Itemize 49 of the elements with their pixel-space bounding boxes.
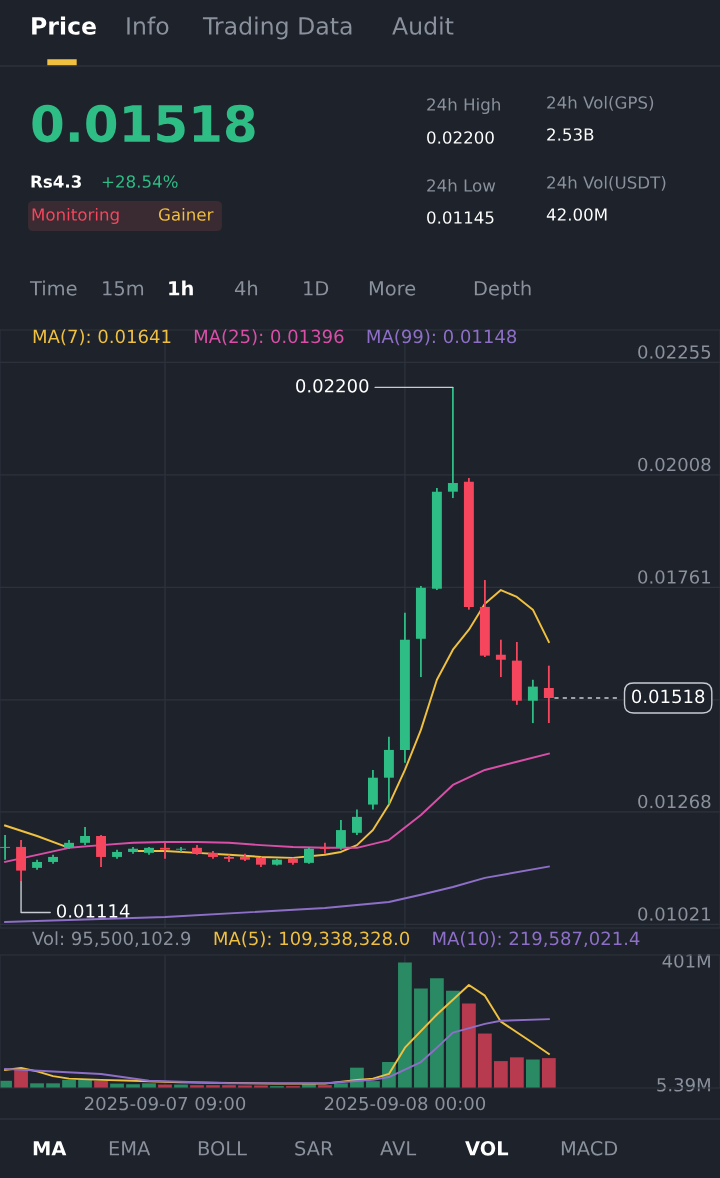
text: Gainer (158, 207, 214, 221)
text: MA(10): 219,587,021.4 (433, 931, 640, 948)
text: More (369, 281, 416, 296)
text: Time (29, 280, 77, 296)
x-tick-label: 2025-09-08 00:00 (324, 1096, 486, 1111)
text: Audit (392, 16, 454, 35)
text: Price (32, 16, 96, 35)
text: MA(5): 109,338,328.0 (214, 931, 410, 948)
text: 1D (304, 281, 329, 296)
y-tick-label: 0.02008 (638, 457, 711, 472)
y-tick-label: 0.01268 (638, 794, 711, 809)
chart-title: Vol: 95,500,102.9 (32, 931, 191, 948)
text: 0.01145 (427, 211, 494, 224)
text: Depth (474, 280, 531, 300)
text: 4h (234, 280, 258, 296)
x-tick-label: 2025-09-07 09:00 (84, 1096, 246, 1111)
y-tick-label: 5.39M (657, 1077, 710, 1092)
y-tick-label: 0.01761 (638, 570, 710, 584)
text: MA(7): 0.01641 (33, 329, 171, 346)
text: Rs4.3 (31, 175, 81, 188)
y-tick-label: 0.01021 (638, 907, 710, 921)
text: 24h High (427, 97, 500, 115)
text: 0.02200 (427, 131, 494, 144)
text: 24h Vol(USDT) (547, 175, 666, 191)
text: MACD (561, 1140, 618, 1156)
annotation: 0.01114 (56, 904, 130, 918)
ref-line-label: 0.01518 (632, 689, 705, 704)
text: AVL (380, 1141, 417, 1156)
text: 2.53B (547, 128, 594, 141)
text: Monitoring (32, 207, 119, 225)
y-tick-label: 0.02255 (638, 345, 711, 359)
text: 0.01518 (32, 104, 255, 143)
text: 24h Vol(GPS) (547, 95, 654, 111)
text: BOLL (198, 1140, 247, 1156)
text: 1h (169, 280, 193, 296)
text: Info (127, 16, 169, 35)
text: MA(25): 0.01396 (194, 329, 344, 346)
y-tick-label: 401M (662, 954, 710, 968)
text: 42.00M (546, 208, 607, 221)
text: MA (33, 1141, 67, 1156)
text: Trading Data (202, 16, 352, 40)
text: MA(99): 0.01148 (367, 329, 517, 346)
text: EMA (109, 1141, 151, 1156)
text: VOL (465, 1140, 509, 1156)
text: +28.54% (102, 175, 178, 188)
text: SAR (295, 1140, 333, 1156)
text: 24h Low (427, 178, 496, 192)
annotation: 0.02200 (296, 378, 369, 393)
text: 15m (103, 281, 144, 296)
